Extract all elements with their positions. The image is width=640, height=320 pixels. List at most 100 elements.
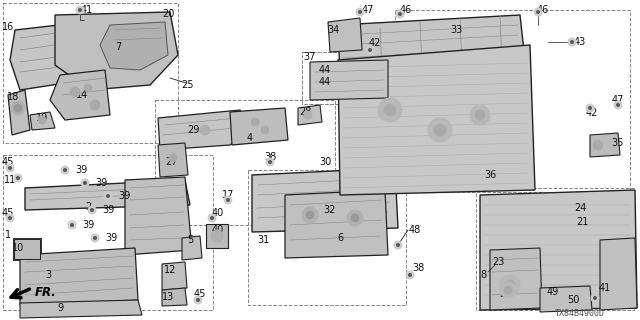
Circle shape (194, 296, 202, 304)
Circle shape (8, 166, 12, 170)
Polygon shape (328, 18, 362, 52)
Text: 40: 40 (212, 208, 224, 218)
Text: 25: 25 (182, 80, 195, 90)
Bar (155, 100, 335, 225)
Text: 43: 43 (574, 37, 586, 47)
Bar (395, 10, 630, 192)
Bar (3, 3, 178, 143)
Circle shape (347, 210, 363, 226)
Circle shape (568, 38, 576, 46)
Bar (248, 170, 406, 305)
Polygon shape (55, 12, 178, 90)
Text: 20: 20 (162, 9, 174, 19)
Circle shape (500, 282, 516, 298)
Circle shape (6, 164, 14, 172)
Circle shape (266, 158, 274, 166)
Circle shape (76, 6, 84, 14)
Text: 45: 45 (2, 208, 14, 218)
Text: 22: 22 (499, 289, 511, 299)
Text: 50: 50 (567, 295, 579, 305)
Circle shape (211, 230, 223, 242)
Circle shape (68, 221, 76, 229)
Text: 9: 9 (57, 303, 63, 313)
Text: 41: 41 (81, 5, 93, 15)
Text: 21: 21 (576, 217, 588, 227)
Circle shape (169, 154, 177, 162)
Circle shape (83, 181, 86, 185)
Polygon shape (206, 224, 228, 248)
Circle shape (79, 8, 82, 12)
Text: 18: 18 (7, 92, 19, 102)
Circle shape (14, 174, 22, 182)
Circle shape (14, 104, 22, 112)
Circle shape (570, 40, 573, 44)
Text: 29: 29 (187, 125, 199, 135)
Text: 39: 39 (75, 165, 87, 175)
Circle shape (261, 126, 269, 134)
Circle shape (70, 87, 80, 97)
Circle shape (304, 111, 312, 119)
Circle shape (505, 280, 515, 290)
Circle shape (6, 214, 14, 222)
Circle shape (408, 273, 412, 276)
Text: 45: 45 (2, 157, 14, 167)
Text: 36: 36 (484, 170, 496, 180)
Circle shape (384, 104, 396, 116)
Circle shape (475, 110, 485, 120)
Circle shape (470, 105, 490, 125)
Circle shape (356, 8, 364, 16)
Text: 27: 27 (166, 157, 179, 167)
Text: 33: 33 (450, 25, 462, 35)
Polygon shape (8, 90, 30, 135)
Circle shape (61, 166, 69, 174)
Bar (3, 155, 213, 310)
Text: 39: 39 (102, 205, 114, 215)
Bar (302, 52, 387, 104)
Text: 44: 44 (319, 65, 331, 75)
Bar (302, 52, 387, 104)
Text: 16: 16 (2, 22, 14, 32)
Circle shape (302, 207, 318, 223)
Text: 23: 23 (492, 257, 504, 267)
Bar (13, 238, 41, 260)
Circle shape (106, 195, 109, 198)
Polygon shape (125, 177, 192, 255)
Text: 44: 44 (319, 77, 331, 87)
Polygon shape (162, 262, 187, 290)
Polygon shape (590, 133, 620, 157)
Polygon shape (310, 60, 388, 100)
Circle shape (208, 214, 216, 222)
Text: 46: 46 (537, 5, 549, 15)
Circle shape (588, 107, 591, 110)
Text: 38: 38 (412, 263, 424, 273)
Polygon shape (158, 110, 250, 150)
Polygon shape (50, 70, 110, 120)
Text: 34: 34 (327, 25, 339, 35)
Text: 17: 17 (222, 190, 234, 200)
Text: 47: 47 (612, 95, 624, 105)
Text: 12: 12 (164, 265, 176, 275)
Circle shape (428, 118, 452, 142)
Text: 2: 2 (85, 202, 91, 212)
Polygon shape (338, 45, 535, 195)
Circle shape (398, 12, 402, 16)
Text: 39: 39 (105, 233, 117, 243)
Circle shape (593, 296, 596, 300)
Circle shape (394, 241, 402, 249)
Polygon shape (158, 143, 188, 177)
Text: 10: 10 (12, 243, 24, 253)
Polygon shape (600, 238, 637, 310)
Text: 40: 40 (212, 225, 224, 235)
Text: 42: 42 (586, 108, 598, 118)
Circle shape (93, 236, 97, 240)
Circle shape (586, 104, 594, 112)
Text: 11: 11 (4, 175, 16, 185)
Circle shape (8, 216, 12, 220)
Circle shape (614, 101, 622, 109)
Text: 14: 14 (76, 90, 88, 100)
Bar (476, 188, 634, 310)
Circle shape (534, 8, 542, 16)
Polygon shape (30, 112, 55, 130)
Circle shape (591, 294, 599, 302)
Circle shape (536, 11, 540, 14)
